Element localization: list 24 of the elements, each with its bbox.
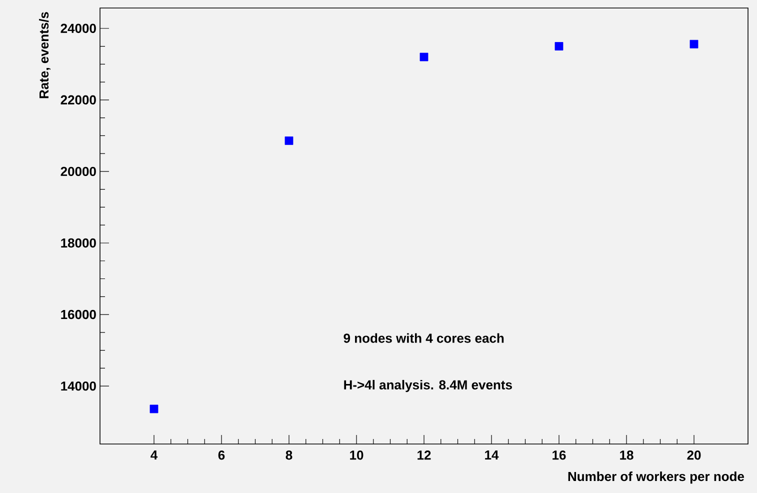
y-tick-label: 24000 [60,24,96,33]
y-tick-label: 16000 [61,310,96,320]
x-tick-label: 10 [350,450,364,460]
annotation: 9 nodes with 4 cores each [344,333,504,343]
y-tick-label: 20000 [60,166,96,176]
x-axis-title: Number of workers per node [568,472,744,484]
x-tick-label: 18 [620,450,634,460]
point [150,404,158,414]
x-tick-label: 16 [552,450,566,460]
y-tick-label: 14000 [61,381,96,391]
y-tick-label: 18000 [61,238,96,248]
x-tick-label: 20 [687,450,701,460]
x-tick-label: 12 [418,450,431,460]
annotation: H->4l analysis. 8.4M events [344,380,512,392]
x-tick-label: 6 [218,450,225,460]
y-axis-title: Rate, events/s [39,12,50,98]
point [554,42,564,50]
point [690,40,698,48]
x-tick-label: 8 [286,450,292,460]
x-tick-label: 14 [485,450,499,460]
point [420,52,428,62]
y-tick-label: 22000 [60,95,96,105]
x-tick-label: 4 [150,450,158,460]
point [284,136,294,145]
